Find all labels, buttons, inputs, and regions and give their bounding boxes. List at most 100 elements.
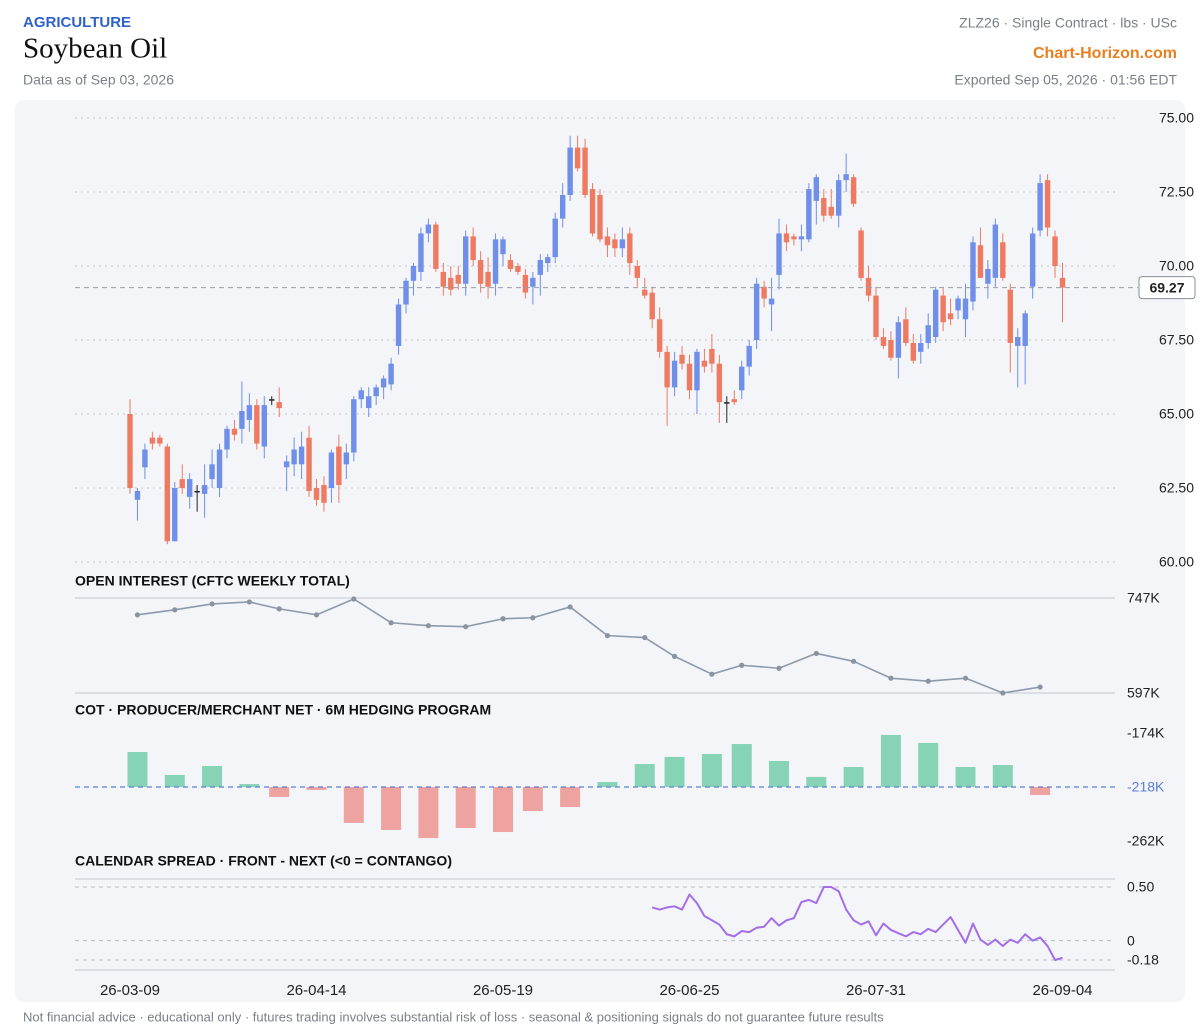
point	[671, 653, 678, 659]
candle-body	[724, 402, 730, 404]
candle-body	[351, 399, 357, 453]
candle-body	[798, 236, 805, 240]
point	[776, 665, 782, 671]
candle-body	[194, 490, 200, 493]
bar	[269, 787, 290, 797]
candle-body	[1044, 180, 1051, 228]
candle-body	[366, 396, 372, 409]
y-tick-label: 75.00	[1159, 110, 1194, 126]
candle-body	[582, 147, 588, 195]
bar	[202, 766, 223, 787]
candle-body	[918, 342, 924, 352]
candle-body	[940, 295, 946, 323]
y-tick-label: 597K	[1127, 685, 1160, 701]
point	[851, 658, 857, 664]
point	[425, 623, 431, 629]
point	[567, 604, 573, 610]
bar	[664, 756, 685, 787]
y-tick-label: 67.50	[1159, 332, 1194, 348]
y-tick-label: 62.50	[1159, 480, 1194, 496]
candle-body	[925, 325, 931, 343]
candle-body	[880, 337, 887, 346]
candle-body	[910, 342, 916, 361]
point	[246, 599, 252, 605]
bar	[522, 787, 543, 812]
candle-body	[686, 363, 693, 391]
candle-body	[186, 479, 193, 497]
candle-body	[836, 180, 842, 216]
point	[1000, 690, 1006, 696]
point	[530, 615, 536, 621]
candle-body	[642, 289, 648, 296]
candle-body	[298, 446, 305, 465]
bar	[306, 787, 327, 790]
candle-body	[477, 260, 484, 284]
candle-body	[358, 390, 364, 400]
candle-body	[873, 295, 879, 338]
candle-body	[291, 449, 297, 465]
candle-body	[791, 236, 797, 240]
candle-body	[903, 319, 909, 343]
candle-body	[388, 363, 394, 385]
candle-body	[828, 206, 834, 216]
candle-body	[328, 452, 335, 488]
candle-body	[895, 322, 902, 358]
bar	[806, 776, 827, 787]
point	[463, 624, 469, 630]
candle-body	[425, 224, 432, 234]
bar	[560, 787, 581, 808]
candle-body	[970, 242, 976, 302]
bar	[955, 766, 976, 787]
point	[500, 616, 506, 622]
point	[209, 601, 215, 607]
candle-body	[1037, 183, 1043, 231]
candle-body	[746, 345, 752, 367]
y-tick-label: 0.50	[1127, 879, 1154, 895]
candle-body	[761, 286, 767, 299]
candle-body	[433, 224, 439, 269]
candle-body	[306, 437, 312, 491]
candle-body	[343, 452, 350, 465]
exported: Exported Sep 05, 2026 · 01:56 EDT	[954, 72, 1177, 88]
candle-body	[731, 399, 737, 403]
candle-body	[813, 177, 820, 201]
candle-body	[395, 304, 402, 346]
candle-body	[701, 360, 708, 367]
bar	[769, 760, 790, 787]
candle-body	[492, 239, 499, 284]
candle-body	[246, 405, 253, 420]
candle-body	[1015, 337, 1021, 346]
footer: Not financial advice · educational only …	[23, 1009, 884, 1024]
y-tick-label: 60.00	[1159, 554, 1194, 570]
candle-body	[537, 260, 543, 275]
candle-body	[649, 292, 655, 320]
point	[888, 675, 894, 681]
candle-body	[522, 274, 529, 293]
candle-body	[783, 233, 790, 243]
contract: ZLZ26 · Single Contract · lbs · USc	[959, 15, 1177, 31]
bar	[880, 734, 901, 787]
category: AGRICULTURE	[23, 14, 131, 31]
bar	[992, 765, 1013, 787]
candle-body	[768, 298, 775, 305]
y-tick-label: 0	[1127, 932, 1135, 948]
candle-body	[470, 236, 476, 261]
candle-body	[172, 488, 178, 542]
point	[388, 620, 394, 626]
point	[925, 678, 931, 684]
candle-body	[664, 351, 670, 388]
candle-body	[574, 147, 581, 169]
x-tick-label: 26-03-09	[100, 982, 160, 999]
candle-body	[753, 283, 760, 340]
point	[642, 634, 648, 641]
point	[351, 596, 357, 602]
candle-body	[403, 280, 409, 305]
y-tick-label: -174K	[1127, 725, 1165, 741]
point	[604, 633, 611, 639]
candle-body	[1000, 242, 1006, 278]
candle-body	[739, 366, 745, 391]
panel-title: CALENDAR SPREAD · FRONT - NEXT (<0 = CON…	[75, 853, 452, 869]
candle-body	[239, 411, 245, 429]
candle-body	[962, 298, 969, 320]
